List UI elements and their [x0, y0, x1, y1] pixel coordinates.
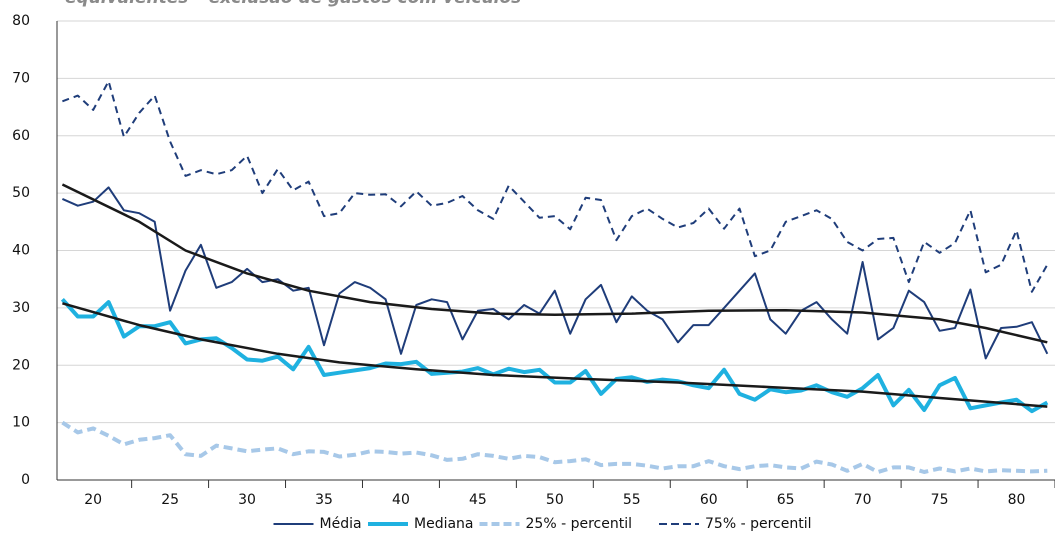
x-tick-label: 70 — [854, 492, 872, 508]
x-tick-label: 30 — [238, 492, 256, 508]
series-line — [61, 420, 1048, 474]
legend-label: 75% - percentil — [705, 516, 811, 532]
y-tick-label: 10 — [12, 415, 30, 431]
series-line — [61, 186, 1049, 360]
y-tick-label: 30 — [12, 300, 30, 316]
chart-title: equivalentes – exclusão de gastos com ve… — [65, 0, 521, 8]
legend-label: Média — [320, 516, 362, 532]
y-tick-label: 70 — [12, 70, 30, 86]
trend-line — [61, 183, 1048, 344]
legend-label: 25% - percentil — [526, 516, 632, 532]
x-tick-label: 25 — [161, 492, 179, 508]
y-tick-label: 0 — [21, 472, 30, 488]
y-tick-label: 60 — [12, 128, 30, 144]
x-tick-label: 55 — [623, 492, 641, 508]
y-tick-label: 80 — [12, 13, 30, 29]
x-tick-label: 35 — [315, 492, 333, 508]
x-tick-label: 45 — [469, 492, 487, 508]
x-tick-label: 20 — [84, 492, 102, 508]
y-tick-label: 40 — [12, 243, 30, 259]
y-tick-label: 50 — [12, 185, 30, 201]
y-tick-label: 20 — [12, 357, 30, 373]
x-tick-label: 60 — [700, 492, 718, 508]
x-tick-label: 50 — [546, 492, 564, 508]
x-tick-label: 75 — [931, 492, 949, 508]
legend-label: Mediana — [414, 516, 474, 532]
x-tick-label: 65 — [777, 492, 795, 508]
x-tick-label: 40 — [392, 492, 410, 508]
x-tick-label: 80 — [1008, 492, 1026, 508]
trend-line — [62, 302, 1048, 408]
series-line — [62, 80, 1049, 293]
